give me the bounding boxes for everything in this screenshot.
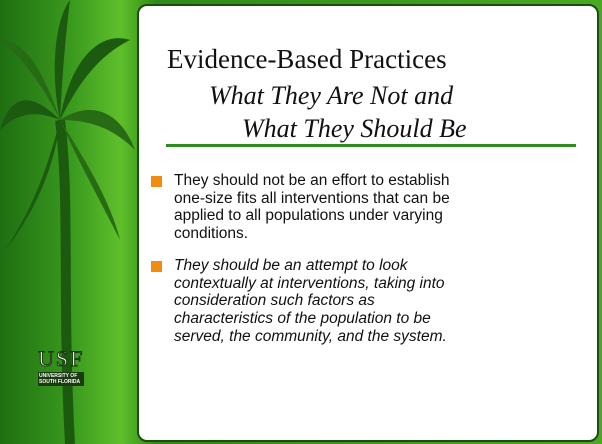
bullet-marker: [151, 261, 162, 272]
logo-text: USF: [38, 346, 84, 372]
bullet-line: applied to all populations under varying: [174, 207, 591, 225]
bullet-line: characteristics of the population to be: [174, 310, 591, 328]
bullet-line: They should be an attempt to look: [174, 257, 591, 275]
bullet: They should not be an effort to establis…: [151, 172, 591, 243]
title-rule: [166, 144, 576, 147]
bullet-line: They should not be an effort to establis…: [174, 172, 591, 190]
slide-title: Evidence-Based Practices: [167, 44, 447, 75]
logo-caption: UNIVERSITY OF SOUTH FLORIDA: [38, 372, 84, 386]
bullet-line: conditions.: [174, 225, 591, 243]
slide: Evidence-Based Practices What They Are N…: [0, 0, 602, 444]
bullet-line: consideration such factors as: [174, 292, 591, 310]
content-panel: Evidence-Based Practices What They Are N…: [137, 4, 599, 442]
subtitle-line: What They Should Be: [242, 114, 467, 144]
bullet-line: served, the community, and the system.: [174, 328, 591, 346]
usf-logo: USF UNIVERSITY OF SOUTH FLORIDA: [38, 346, 84, 396]
bullet-marker: [151, 176, 162, 187]
bullet-line: contextually at interventions, taking in…: [174, 275, 591, 293]
subtitle-line: What They Are Not and: [209, 81, 453, 111]
bullet-line: one-size fits all interventions that can…: [174, 190, 591, 208]
